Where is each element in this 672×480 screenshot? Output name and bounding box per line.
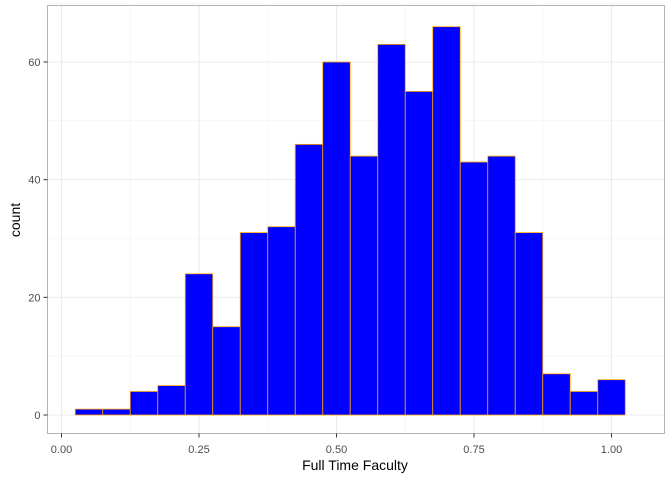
x-tick-label: 0.25 bbox=[188, 444, 209, 456]
histogram-bar bbox=[157, 385, 186, 416]
x-axis-title: Full Time Faculty bbox=[302, 457, 408, 473]
histogram-bar bbox=[542, 373, 571, 416]
histogram-bar bbox=[184, 273, 214, 416]
x-tick-label: 1.00 bbox=[601, 444, 622, 456]
histogram-bar bbox=[349, 155, 379, 416]
histogram-bar bbox=[432, 26, 461, 416]
histogram-bar bbox=[322, 61, 351, 416]
histogram-bar bbox=[514, 232, 544, 416]
y-axis-title: count bbox=[7, 203, 23, 237]
y-tick-label: 0 bbox=[34, 410, 40, 422]
histogram-bar bbox=[569, 391, 599, 416]
x-axis-ticks: 0.00 0.25 0.50 0.75 1.00 bbox=[51, 433, 622, 456]
y-tick-label: 40 bbox=[28, 175, 40, 187]
histogram-bar bbox=[459, 161, 489, 416]
histogram-bar bbox=[102, 408, 131, 416]
histogram-bar bbox=[267, 226, 296, 416]
histogram-bar bbox=[294, 143, 324, 416]
histogram-bar bbox=[377, 43, 406, 416]
x-tick-label: 0.75 bbox=[463, 444, 484, 456]
histogram-bars bbox=[74, 26, 626, 416]
histogram-bar bbox=[212, 326, 241, 416]
histogram-bar bbox=[597, 379, 626, 416]
x-tick-label: 0.50 bbox=[326, 444, 347, 456]
histogram-bar bbox=[487, 155, 516, 416]
histogram-bar bbox=[404, 91, 434, 416]
x-tick-label: 0.00 bbox=[51, 444, 72, 456]
y-tick-label: 20 bbox=[28, 292, 40, 304]
histogram-bar bbox=[239, 232, 269, 416]
y-tick-label: 60 bbox=[28, 57, 40, 69]
histogram-bar bbox=[74, 408, 104, 416]
plot-panel-border bbox=[47, 5, 665, 434]
y-axis-ticks: 0 20 40 60 bbox=[28, 57, 48, 422]
histogram-bar bbox=[129, 391, 159, 416]
